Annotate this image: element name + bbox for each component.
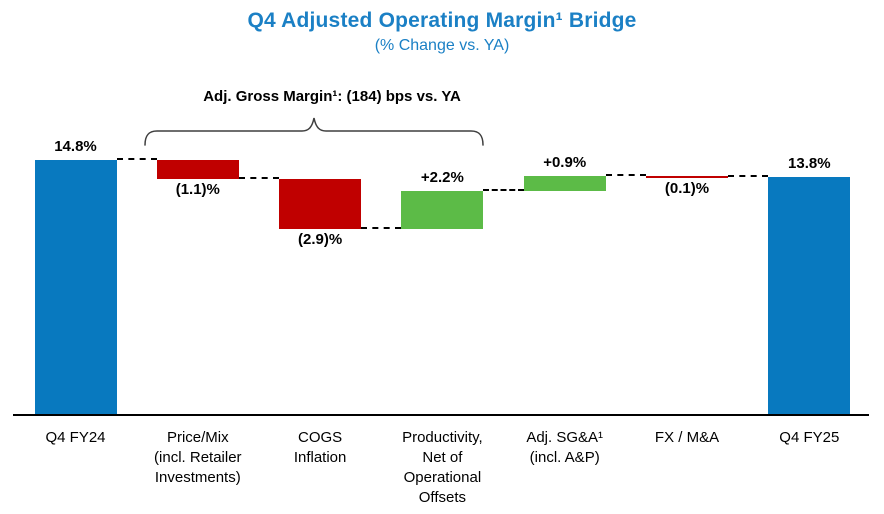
value-label: 14.8% (54, 137, 97, 155)
waterfall-bar (156, 159, 239, 179)
category-label: Price/Mix (incl. Retailer Investments) (154, 429, 242, 486)
chart-title: Q4 Adjusted Operating Margin¹ Bridge (247, 9, 637, 32)
value-label: +0.9% (543, 153, 587, 171)
category-label: FX / M&A (654, 429, 720, 446)
waterfall-bar (34, 159, 117, 416)
category-label: Q4 FY24 (45, 429, 106, 446)
value-label: (0.1)% (664, 179, 710, 197)
category-label: Adj. SG&A¹ (incl. A&P) (526, 429, 604, 466)
waterfall-bar (768, 177, 851, 416)
value-label: (2.9)% (298, 231, 343, 249)
gross-margin-annotation: Adj. Gross Margin¹: (184) bps vs. YA (203, 88, 461, 105)
category-label: Productivity, Net of Operational Offsets (402, 429, 483, 506)
category-label: COGS Inflation (293, 429, 347, 466)
gross-margin-brace-icon (144, 117, 484, 146)
waterfall-bar (279, 178, 362, 230)
waterfall-bar (401, 191, 484, 230)
waterfall-bar (646, 175, 728, 178)
connector-line (361, 227, 402, 230)
x-axis-line (13, 414, 869, 416)
connector-line (483, 189, 524, 192)
value-label: +2.2% (420, 169, 464, 187)
value-label: (1.1)% (175, 180, 220, 198)
value-label: 13.8% (788, 155, 831, 173)
connector-line (605, 173, 646, 176)
waterfall-bar (523, 175, 606, 192)
connector-line (116, 157, 157, 160)
connector-line (238, 176, 280, 179)
category-label: Q4 FY25 (779, 429, 840, 446)
chart-subtitle: (% Change vs. YA) (374, 37, 510, 54)
connector-line (728, 175, 769, 178)
